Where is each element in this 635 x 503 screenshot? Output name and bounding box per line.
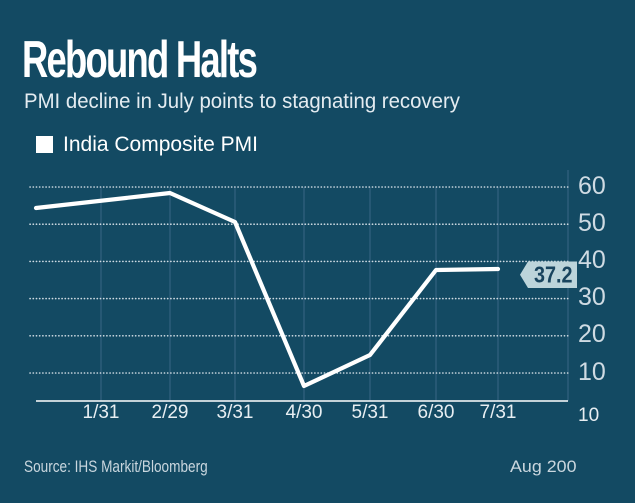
svg-text:2/29: 2/29: [152, 402, 189, 423]
svg-text:6/30: 6/30: [418, 402, 455, 423]
svg-text:20: 20: [578, 320, 606, 348]
svg-text:37.2: 37.2: [534, 262, 573, 288]
svg-text:40: 40: [578, 246, 606, 274]
svg-text:4/30: 4/30: [286, 402, 323, 423]
svg-text:30: 30: [578, 283, 606, 311]
svg-text:60: 60: [578, 172, 606, 200]
svg-text:3/31: 3/31: [217, 402, 254, 423]
svg-text:10: 10: [578, 405, 599, 426]
svg-text:50: 50: [578, 209, 606, 237]
svg-text:1/31: 1/31: [83, 402, 120, 423]
svg-text:7/31: 7/31: [480, 402, 517, 423]
svg-text:10: 10: [578, 358, 606, 386]
svg-text:5/31: 5/31: [352, 402, 389, 423]
